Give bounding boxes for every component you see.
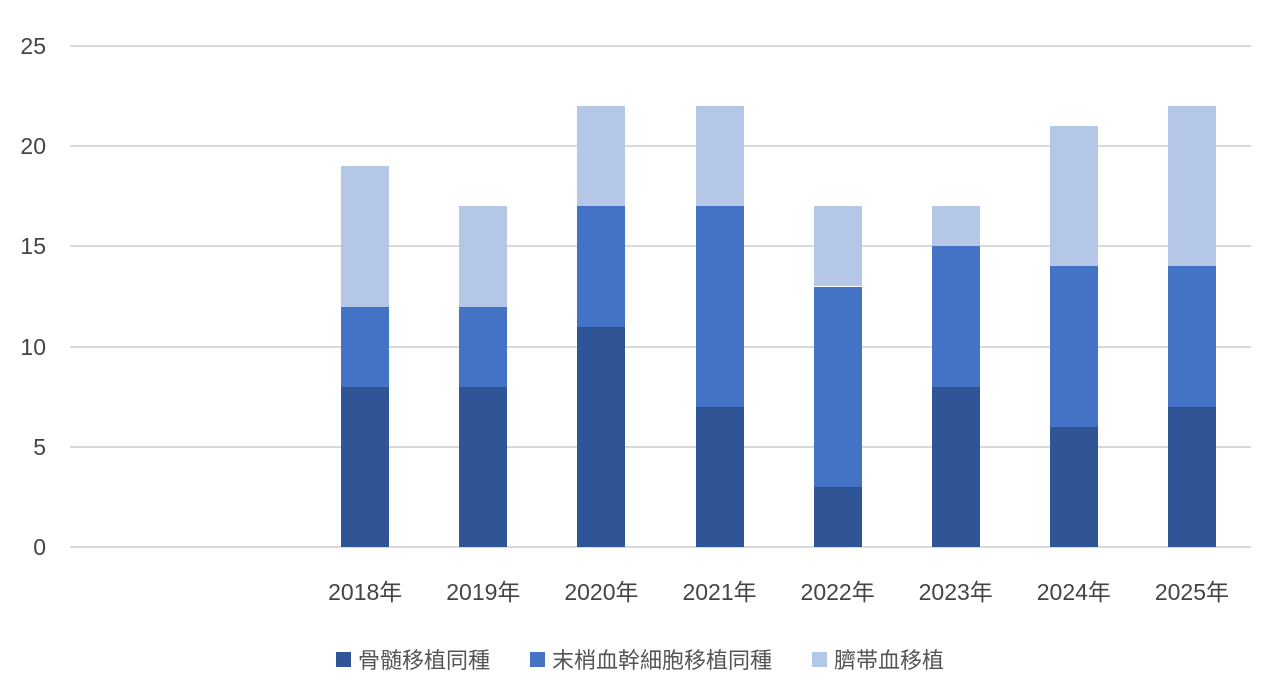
bar-stack-2019 [459, 46, 508, 547]
gridline [70, 445, 1251, 448]
legend-swatch-icon [812, 651, 827, 667]
bar-segment-cord-blood-transplant [1049, 126, 1098, 267]
bar-segment-cord-blood-transplant [695, 106, 744, 207]
bar-segment-bone-marrow-transplant-allogeneic [813, 486, 862, 547]
y-tick-label: 5 [33, 433, 46, 460]
bar-segment-peripheral-blood-stem-cell-transplant-allogeneic [341, 306, 390, 387]
x-tick-label: 2024年 [1036, 579, 1111, 605]
bar-segment-peripheral-blood-stem-cell-transplant-allogeneic [813, 286, 862, 487]
legend-item-bone-marrow-transplant-allogeneic: 骨髄移植同種 [335, 643, 490, 675]
x-tick-label: 2023年 [918, 579, 993, 605]
gridline [70, 45, 1251, 47]
bar-segment-bone-marrow-transplant-allogeneic [1167, 406, 1216, 547]
bar-segment-bone-marrow-transplant-allogeneic [931, 386, 980, 547]
bar-segment-peripheral-blood-stem-cell-transplant-allogeneic [577, 206, 626, 327]
bar-stack-2025 [1167, 46, 1216, 547]
y-tick-label: 0 [33, 534, 46, 560]
bar-stack-2022 [813, 46, 862, 547]
legend-item-cord-blood-transplant: 臍帯血移植 [812, 643, 944, 675]
x-tick-label: 2018年 [328, 579, 403, 605]
bar-segment-bone-marrow-transplant-allogeneic [695, 406, 744, 547]
bar-segment-bone-marrow-transplant-allogeneic [341, 386, 390, 547]
bar-segment-peripheral-blood-stem-cell-transplant-allogeneic [459, 306, 508, 387]
bar-stack-2021 [695, 46, 744, 547]
bar-segment-bone-marrow-transplant-allogeneic [1049, 426, 1098, 547]
gridline [70, 145, 1251, 148]
bar-segment-cord-blood-transplant [813, 206, 862, 287]
y-tick-label: 25 [20, 33, 46, 59]
legend-label: 骨髄移植同種 [357, 648, 490, 673]
bar-segment-cord-blood-transplant [931, 206, 980, 247]
y-tick-label: 10 [20, 333, 46, 360]
bar-stack-2024 [1049, 46, 1098, 547]
y-tick-label: 15 [20, 233, 46, 260]
bar-stack-2020 [577, 46, 626, 547]
x-axis-baseline [70, 546, 1251, 548]
legend-label: 臍帯血移植 [834, 648, 945, 673]
bar-segment-cord-blood-transplant [1167, 106, 1216, 267]
bar-segment-cord-blood-transplant [341, 166, 390, 307]
legend-label: 末梢血幹細胞移植同種 [551, 648, 772, 673]
x-tick-label: 2022年 [800, 579, 875, 605]
x-tick-label: 2020年 [564, 579, 639, 605]
bar-segment-bone-marrow-transplant-allogeneic [459, 386, 508, 547]
chart-legend: 骨髄移植同種 末梢血幹細胞移植同種 臍帯血移植 [0, 643, 1280, 675]
gridline [70, 345, 1251, 348]
bar-stack-2018 [341, 46, 390, 547]
legend-item-peripheral-blood-stem-cell-transplant-allogeneic: 末梢血幹細胞移植同種 [529, 643, 772, 675]
y-tick-label: 20 [20, 133, 46, 160]
bar-segment-peripheral-blood-stem-cell-transplant-allogeneic [1049, 266, 1098, 427]
bar-segment-cord-blood-transplant [459, 206, 508, 307]
x-tick-label: 2025年 [1154, 579, 1230, 605]
gridline [70, 245, 1251, 248]
bar-segment-peripheral-blood-stem-cell-transplant-allogeneic [931, 246, 980, 387]
bar-segment-peripheral-blood-stem-cell-transplant-allogeneic [695, 206, 744, 407]
bar-segment-cord-blood-transplant [577, 106, 626, 207]
x-tick-label: 2019年 [446, 579, 521, 605]
legend-swatch-icon [335, 651, 351, 667]
bar-stack-2023 [931, 46, 980, 547]
legend-swatch-icon [529, 651, 545, 667]
x-tick-label: 2021年 [682, 579, 757, 605]
bar-segment-peripheral-blood-stem-cell-transplant-allogeneic [1167, 266, 1216, 407]
bar-segment-bone-marrow-transplant-allogeneic [577, 326, 626, 547]
